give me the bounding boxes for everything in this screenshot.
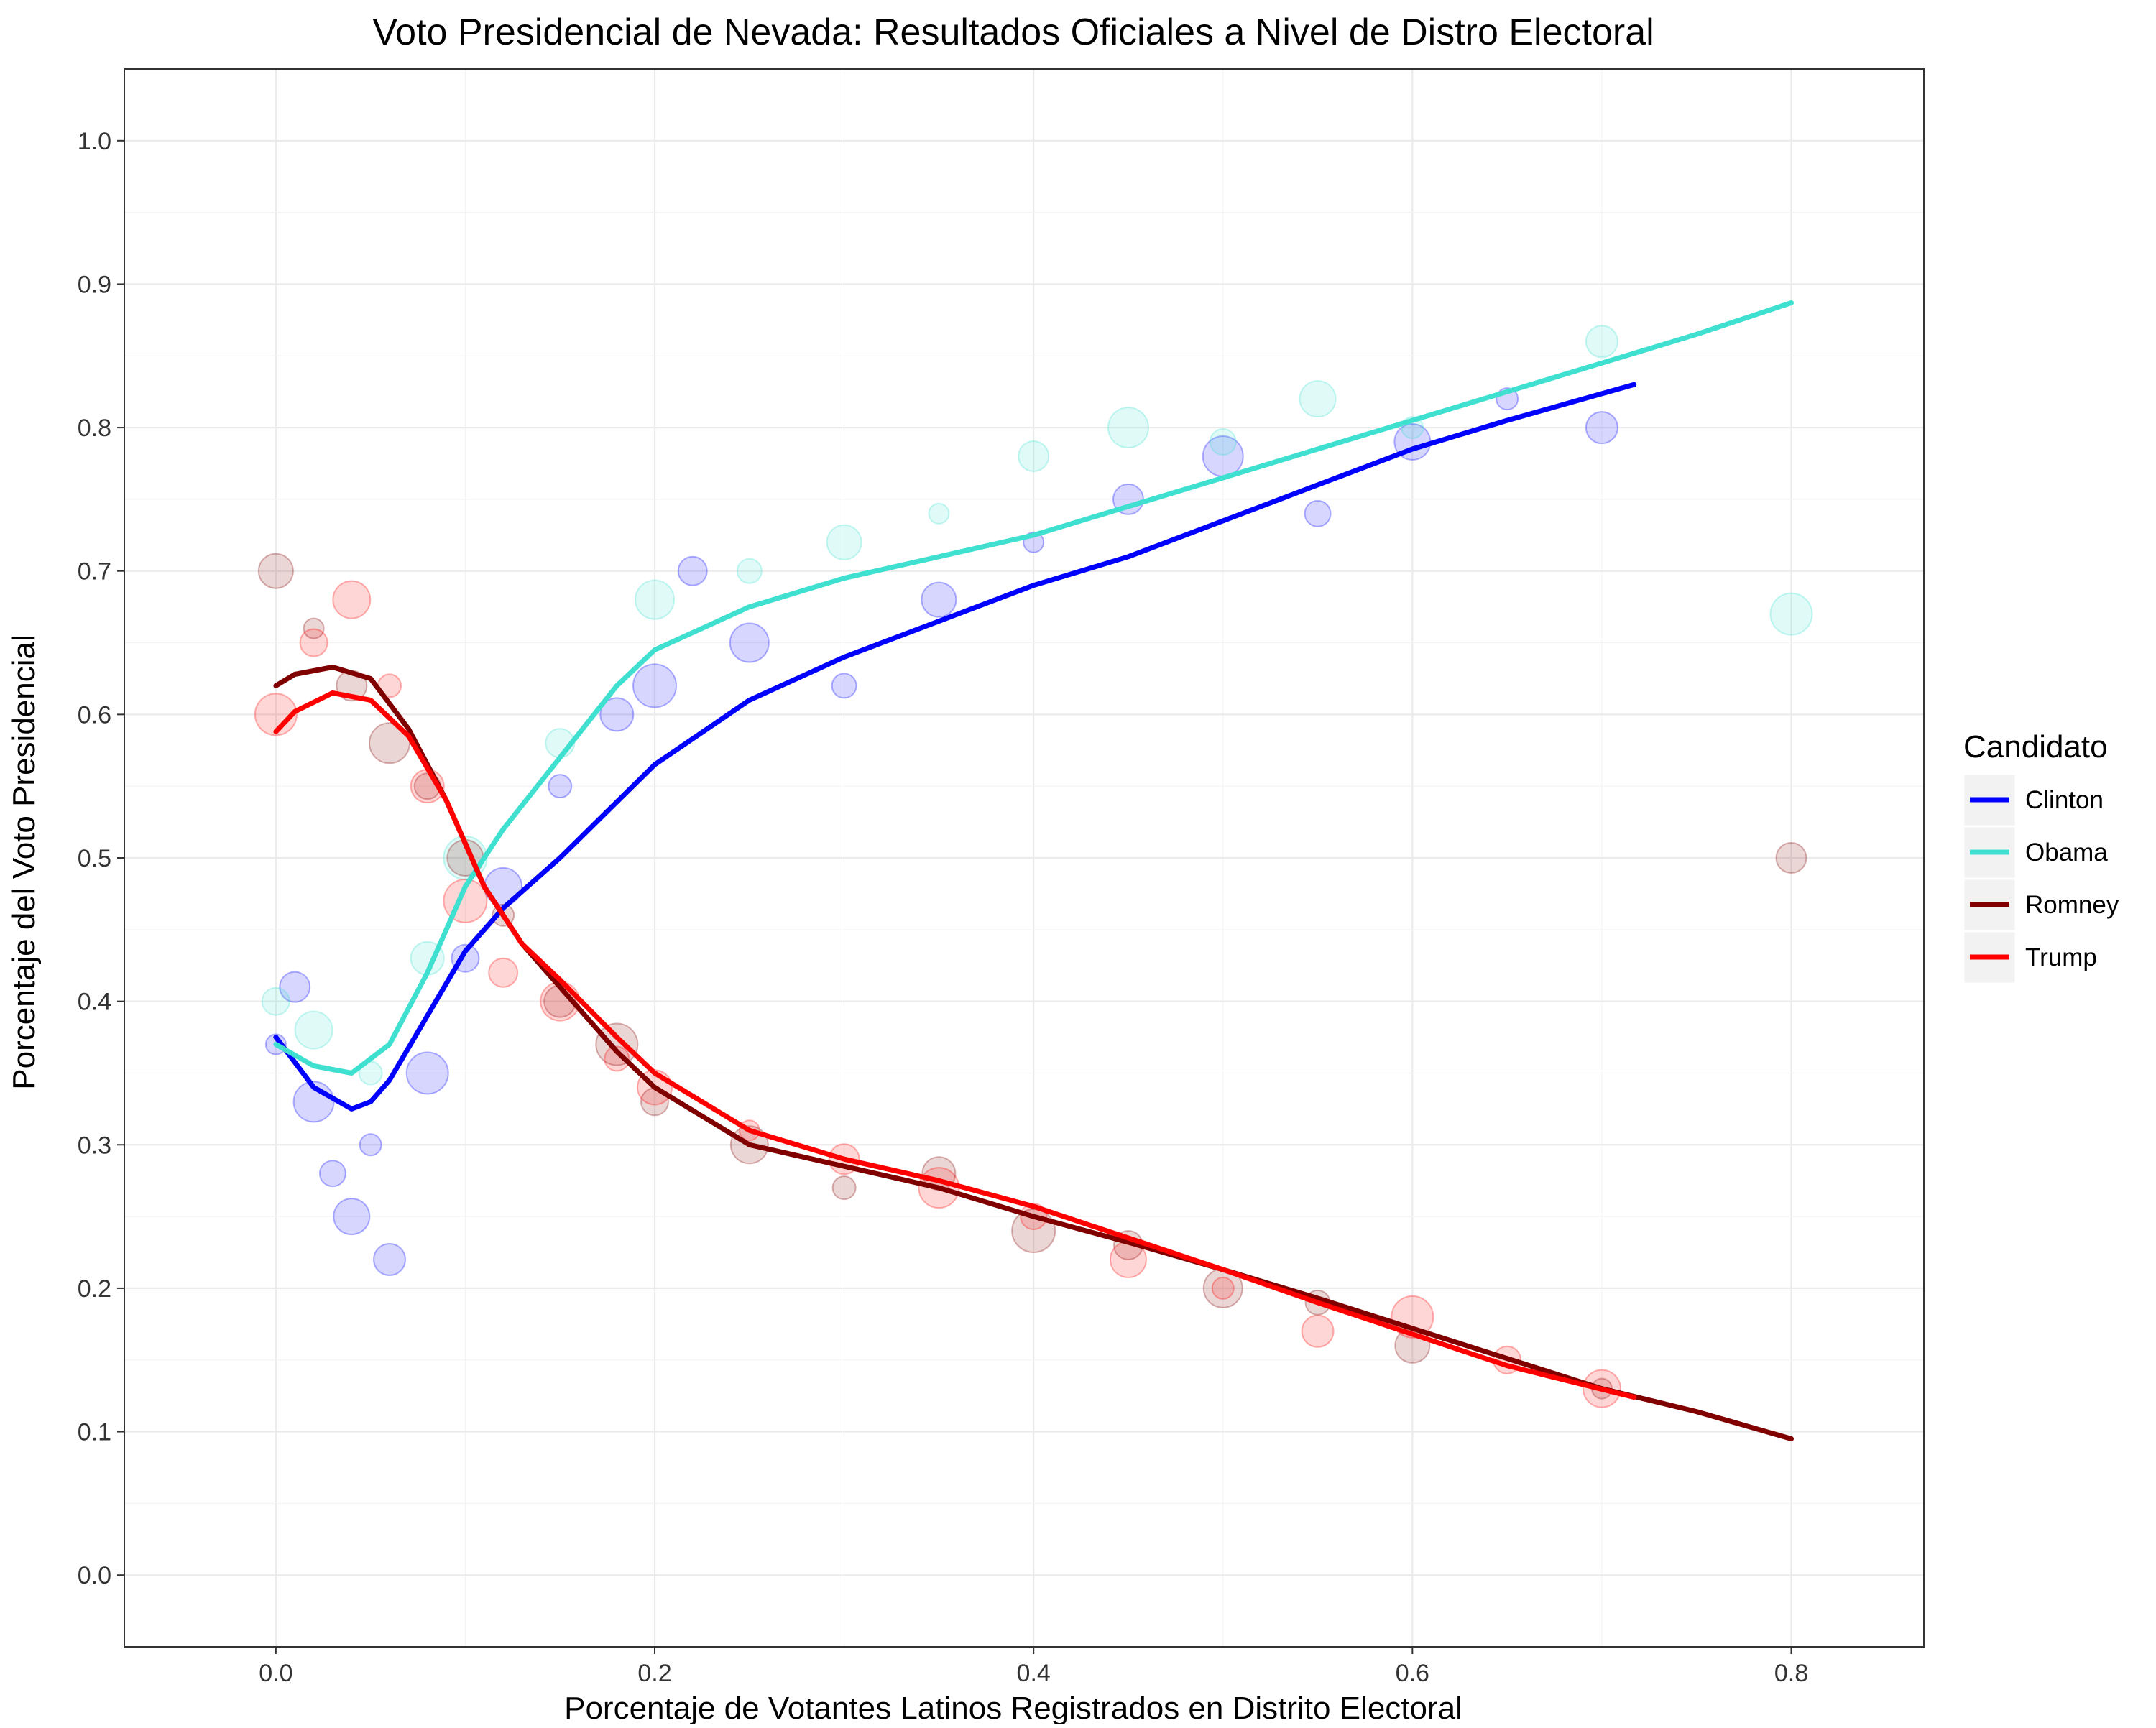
y-tick-label: 1.0 <box>78 128 111 155</box>
scatter-point-obama <box>1107 407 1149 449</box>
y-tick-label: 0.2 <box>78 1275 111 1303</box>
scatter-point-clinton <box>548 774 573 799</box>
scatter-point-clinton <box>405 1051 449 1095</box>
y-tick-label: 0.4 <box>78 989 111 1016</box>
scatter-point-obama <box>928 502 950 525</box>
y-tick-label: 0.8 <box>78 415 111 442</box>
scatter-point-clinton <box>373 1242 407 1276</box>
y-tick-label: 0.6 <box>78 701 111 729</box>
scatter-point-obama <box>294 1010 333 1050</box>
y-tick-label: 0.3 <box>78 1132 111 1159</box>
scatter-point-obama <box>1585 325 1618 359</box>
scatter-point-trump <box>604 1045 630 1072</box>
scatter-point-romney <box>369 722 411 764</box>
scatter-point-clinton <box>677 555 708 586</box>
scatter-point-clinton <box>729 622 770 663</box>
y-tick-label: 0.1 <box>78 1419 111 1446</box>
legend-label-romney: Romney <box>2025 891 2119 919</box>
scatter-point-trump <box>1211 1276 1235 1300</box>
scatter-point-obama <box>826 524 862 560</box>
trend-line-obama <box>273 300 1794 1076</box>
y-tick-label: 0.5 <box>78 845 111 872</box>
legend-label-trump: Trump <box>2025 943 2097 971</box>
x-tick-label: 0.4 <box>1017 1660 1051 1687</box>
trend-line-clinton <box>273 382 1637 1112</box>
scatter-point-romney <box>831 1175 857 1201</box>
scatter-point-clinton <box>831 673 857 699</box>
scatter-point-romney <box>1775 842 1807 874</box>
scatter-point-romney <box>257 553 294 589</box>
legend-label-clinton: Clinton <box>2025 786 2104 814</box>
scatter-point-obama <box>736 558 763 584</box>
x-tick-label: 0.0 <box>259 1660 292 1687</box>
trend-line-trump <box>273 690 1637 1400</box>
y-tick-label: 0.7 <box>78 558 111 586</box>
scatter-point-clinton <box>318 1160 346 1188</box>
scatter-point-clinton <box>1585 411 1618 445</box>
scatter-point-obama <box>261 987 290 1016</box>
scatter-point-clinton <box>632 663 678 708</box>
chart-title: Voto Presidencial de Nevada: Resultados … <box>372 11 1654 53</box>
scatter-point-trump <box>1301 1314 1335 1348</box>
legend-label-obama: Obama <box>2025 838 2108 867</box>
y-tick-label: 0.0 <box>78 1562 111 1589</box>
x-axis-label: Porcentaje de Votantes Latinos Registrad… <box>564 1691 1462 1724</box>
scatter-point-trump <box>488 957 519 988</box>
scatter-point-obama <box>1209 428 1237 456</box>
scatter-point-trump <box>332 580 372 619</box>
x-tick-label: 0.8 <box>1774 1660 1808 1687</box>
x-tick-label: 0.6 <box>1396 1660 1429 1687</box>
legend: Candidato Clinton Obama Romney Trump <box>1962 729 2119 985</box>
scatter-point-clinton <box>599 697 635 732</box>
scatter-point-clinton <box>1304 499 1332 527</box>
x-tick-label: 0.2 <box>637 1660 671 1687</box>
scatter-point-trump <box>254 693 298 736</box>
trend-line-romney <box>273 665 1794 1441</box>
scatter-point-obama <box>1299 380 1337 418</box>
scatter-point-romney <box>303 617 325 639</box>
scatter-point-clinton <box>279 971 311 1003</box>
legend-title: Candidato <box>1963 729 2108 764</box>
scatter-point-obama <box>635 579 676 620</box>
y-axis-label: Porcentaje del Voto Presidencial <box>6 634 42 1090</box>
scatter-point-clinton <box>333 1198 371 1236</box>
scatter-point-clinton <box>921 581 957 618</box>
scatter-point-obama <box>1769 592 1813 636</box>
scatter-point-trump <box>299 628 328 657</box>
y-tick-label: 0.9 <box>78 271 111 298</box>
scatter-point-obama <box>1018 440 1050 473</box>
scatter-point-clinton <box>359 1133 382 1157</box>
scatter-point-romney <box>595 1022 639 1066</box>
